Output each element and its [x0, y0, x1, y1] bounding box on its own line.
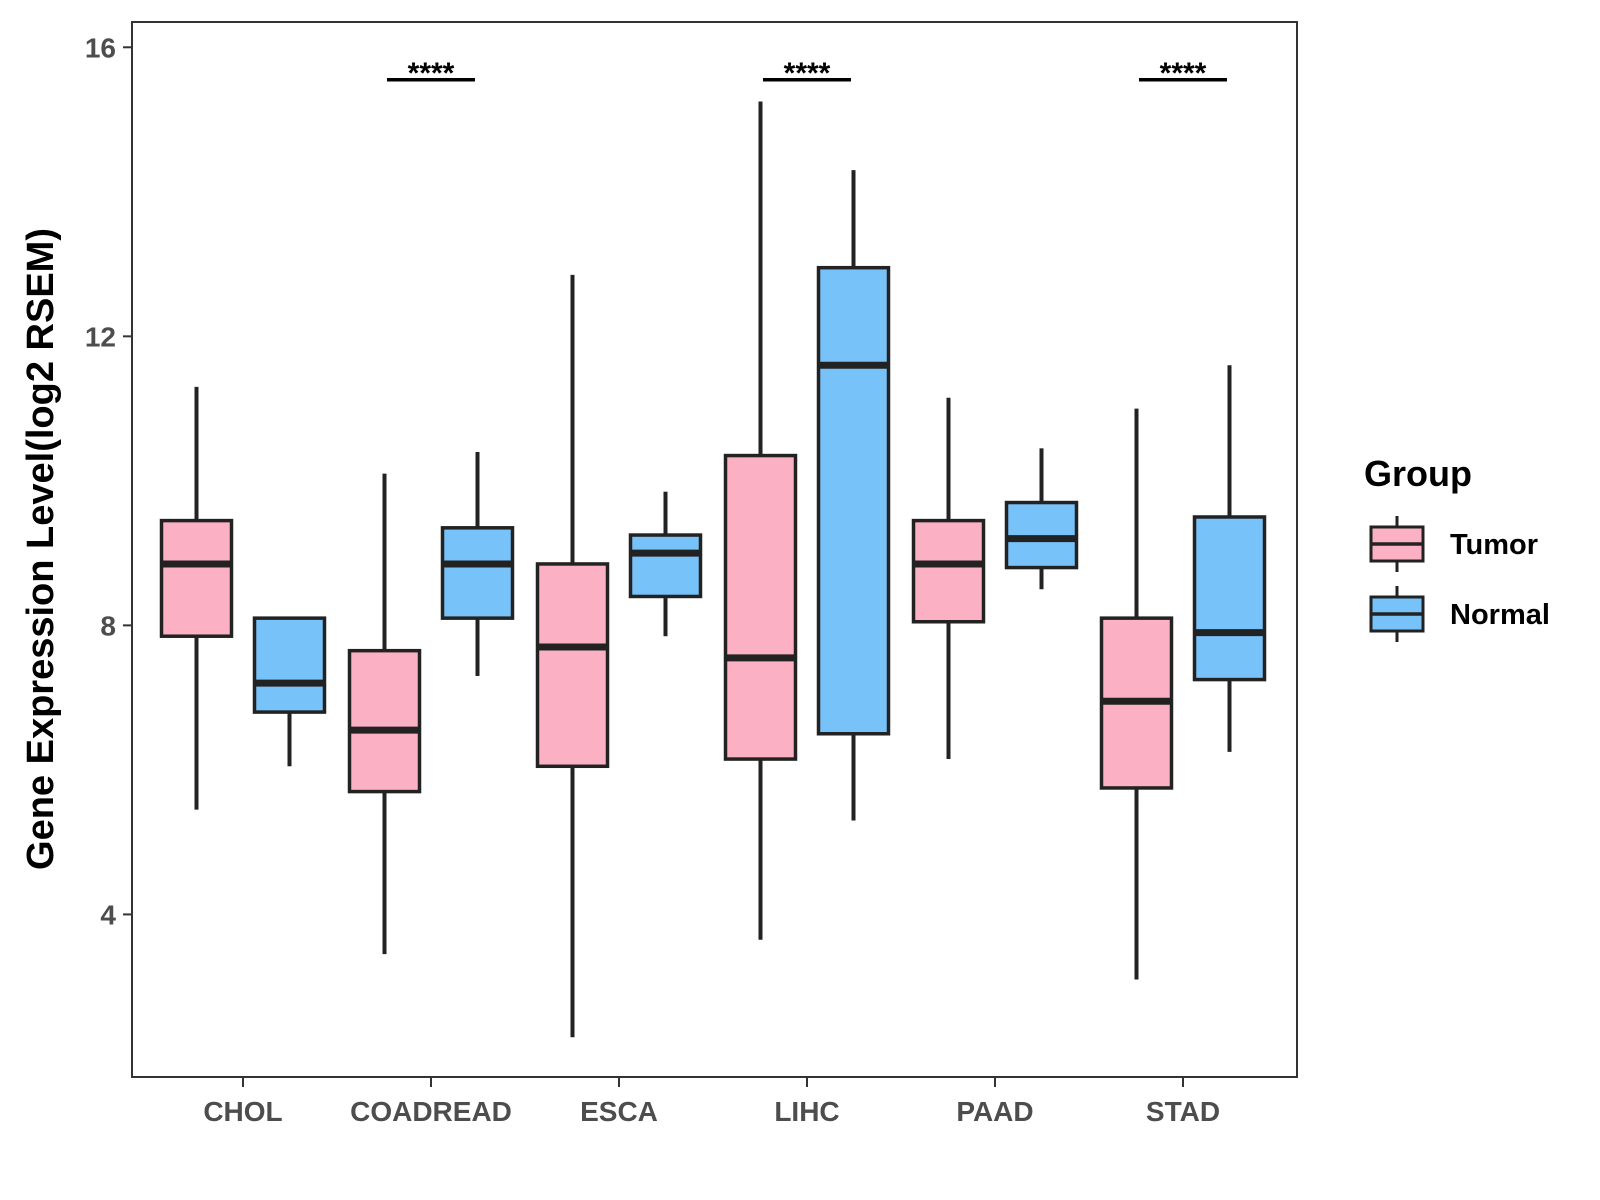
- significance-label: ****: [784, 57, 831, 90]
- box-series: [159, 101, 1267, 1038]
- box-body: [440, 526, 515, 620]
- box-body: [252, 616, 327, 714]
- legend-label: Normal: [1450, 599, 1550, 631]
- box-body: [911, 518, 986, 624]
- legend-title: Group: [1364, 453, 1472, 494]
- box-tumor-stad: [1099, 408, 1174, 980]
- x-tick-label: COADREAD: [350, 1096, 512, 1127]
- x-tick-label: ESCA: [580, 1096, 658, 1127]
- box-normal-esca: [628, 491, 703, 637]
- box-tumor-coadread: [347, 473, 422, 955]
- y-axis: 4 8 12 16: [85, 32, 132, 930]
- box-body: [347, 648, 422, 794]
- plot-panel-border: [131, 21, 1298, 1078]
- box-normal-paad: [1004, 448, 1079, 590]
- legend-item-normal: Normal: [1369, 586, 1550, 642]
- box-normal-chol: [252, 616, 327, 767]
- box-body: [535, 562, 610, 769]
- box-tumor-chol: [159, 386, 234, 810]
- box-body: [816, 265, 891, 736]
- y-tick-label: 4: [100, 899, 116, 930]
- box-normal-coadread: [440, 451, 515, 676]
- significance-coadread: ****: [387, 57, 475, 90]
- box-body: [723, 453, 798, 761]
- x-tick-label: STAD: [1146, 1096, 1220, 1127]
- legend: Group Tumor Normal: [1364, 453, 1550, 642]
- box-body: [1004, 500, 1079, 570]
- y-tick-label: 16: [85, 32, 116, 63]
- x-tick-label: CHOL: [203, 1096, 282, 1127]
- significance-annotations: **** **** ****: [387, 57, 1227, 90]
- legend-label: Tumor: [1450, 529, 1538, 561]
- y-axis-title: Gene Expression Level(log2 RSEM): [20, 228, 62, 870]
- significance-stad: ****: [1139, 57, 1227, 90]
- box-body: [159, 518, 234, 638]
- box-tumor-paad: [911, 397, 986, 760]
- box-tumor-lihc: [723, 101, 798, 940]
- significance-label: ****: [408, 57, 455, 90]
- x-tick-label: PAAD: [956, 1096, 1033, 1127]
- box-body: [1192, 515, 1267, 682]
- y-tick-label: 12: [85, 321, 116, 352]
- y-tick-label: 8: [100, 610, 116, 641]
- x-tick-label: LIHC: [774, 1096, 839, 1127]
- box-normal-stad: [1192, 365, 1267, 752]
- box-tumor-esca: [535, 274, 610, 1038]
- box-normal-lihc: [816, 170, 891, 821]
- legend-item-tumor: Tumor: [1369, 516, 1538, 572]
- x-axis: CHOL COADREAD ESCA LIHC PAAD STAD: [203, 1077, 1220, 1127]
- significance-lihc: ****: [763, 57, 851, 90]
- significance-label: ****: [1160, 57, 1207, 90]
- box-body: [628, 533, 703, 599]
